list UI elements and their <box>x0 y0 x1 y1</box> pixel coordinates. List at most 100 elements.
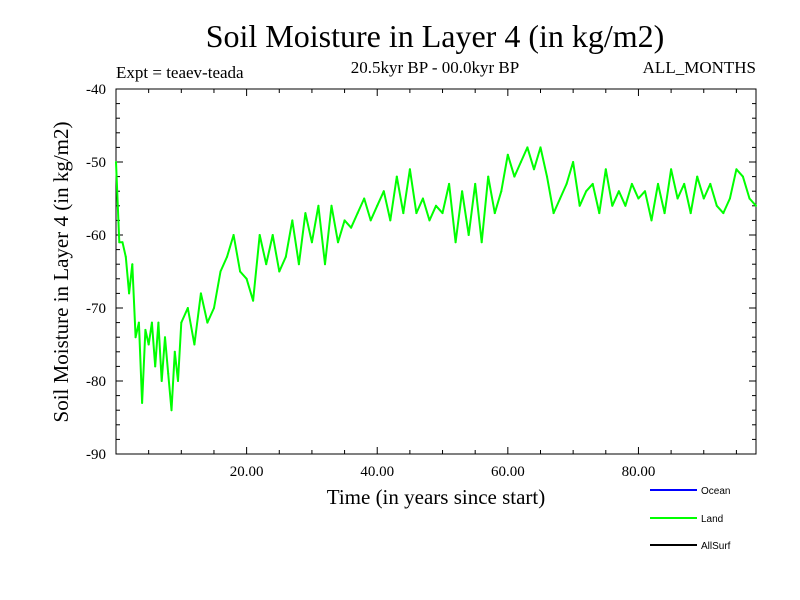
y-tick-label: -70 <box>86 301 106 317</box>
data-point <box>657 182 660 185</box>
data-point <box>421 197 424 200</box>
data-point <box>532 168 535 171</box>
data-point <box>121 241 124 244</box>
data-point <box>258 234 261 236</box>
data-point <box>310 241 313 244</box>
data-point <box>206 321 209 324</box>
data-point <box>199 292 202 295</box>
data-point <box>480 241 483 244</box>
data-point <box>435 204 437 207</box>
data-point <box>141 401 144 404</box>
y-tick-label: -40 <box>86 82 106 98</box>
data-point <box>297 263 300 266</box>
data-point <box>177 380 180 382</box>
data-point <box>118 241 121 244</box>
data-point <box>134 336 137 339</box>
data-point <box>670 168 673 171</box>
plot-frame <box>115 88 757 455</box>
data-point <box>389 219 392 222</box>
data-point <box>735 168 738 171</box>
chart-title: Soil Moisture in Layer 4 (in kg/m2) <box>206 18 665 54</box>
data-point <box>415 212 418 215</box>
data-point <box>741 175 744 178</box>
data-point <box>578 204 581 207</box>
data-point <box>650 219 653 222</box>
data-point <box>226 255 229 258</box>
data-point <box>317 204 320 207</box>
legend-label-ocean: Ocean <box>701 486 730 497</box>
data-point <box>160 380 163 382</box>
data-point <box>676 197 679 200</box>
data-point <box>428 219 431 222</box>
data-point <box>154 365 157 368</box>
data-point <box>173 350 176 353</box>
data-point <box>115 161 117 163</box>
data-point <box>728 197 731 200</box>
x-tick-label: 80.00 <box>622 464 656 480</box>
legend-label-allsurf: AllSurf <box>701 541 731 552</box>
data-point <box>402 212 405 215</box>
data-point <box>559 197 562 200</box>
data-point <box>170 409 173 412</box>
data-point <box>137 321 140 324</box>
y-tick-label: -60 <box>86 228 106 244</box>
data-point <box>683 182 686 185</box>
data-point <box>147 343 150 346</box>
data-point <box>363 197 366 200</box>
y-tick-label: -50 <box>86 155 106 171</box>
data-point <box>448 182 451 185</box>
data-point <box>186 307 189 309</box>
data-point <box>539 146 542 149</box>
chart-subtitle: 20.5kyr BP - 00.0kyr BP <box>351 58 519 77</box>
data-point <box>565 182 568 185</box>
data-point <box>180 321 183 324</box>
y-tick-label: -80 <box>86 374 106 390</box>
data-point <box>630 182 633 185</box>
data-point <box>715 204 718 207</box>
data-point <box>150 321 153 324</box>
data-point <box>637 197 640 200</box>
data-point <box>265 263 268 266</box>
data-point <box>252 299 255 302</box>
data-point <box>513 175 516 178</box>
data-point <box>131 263 134 266</box>
data-point <box>337 241 340 244</box>
x-tick-label: 60.00 <box>491 464 525 480</box>
experiment-label: Expt = teaev-teada <box>116 63 244 82</box>
data-point <box>506 153 509 156</box>
data-point <box>617 190 620 193</box>
data-point <box>376 204 379 207</box>
data-point <box>663 212 666 215</box>
data-point <box>722 212 725 215</box>
data-point <box>395 175 398 178</box>
data-point <box>474 182 477 185</box>
data-point <box>702 197 705 200</box>
x-tick-label: 20.00 <box>230 464 264 480</box>
data-point <box>278 270 281 273</box>
y-axis-label: Soil Moisture in Layer 4 (in kg/m2) <box>49 122 73 423</box>
data-point <box>219 270 222 273</box>
data-point <box>604 168 607 171</box>
x-axis-label: Time (in years since start) <box>327 485 546 509</box>
data-point <box>643 190 646 193</box>
data-point <box>356 212 359 215</box>
data-point <box>163 336 166 339</box>
months-label: ALL_MONTHS <box>643 58 756 77</box>
data-point <box>350 226 353 229</box>
data-point <box>157 321 160 324</box>
data-point <box>330 204 333 207</box>
data-point <box>128 292 131 295</box>
data-point <box>167 372 170 375</box>
data-point <box>271 234 274 236</box>
data-point <box>493 212 496 215</box>
data-point <box>500 190 503 193</box>
data-point <box>144 328 147 331</box>
data-point <box>193 343 196 346</box>
data-point <box>212 307 215 309</box>
data-point <box>748 197 751 200</box>
data-point <box>696 175 699 178</box>
legend-label-land: Land <box>701 514 723 525</box>
series-line-land <box>115 146 757 412</box>
data-point <box>304 212 307 215</box>
